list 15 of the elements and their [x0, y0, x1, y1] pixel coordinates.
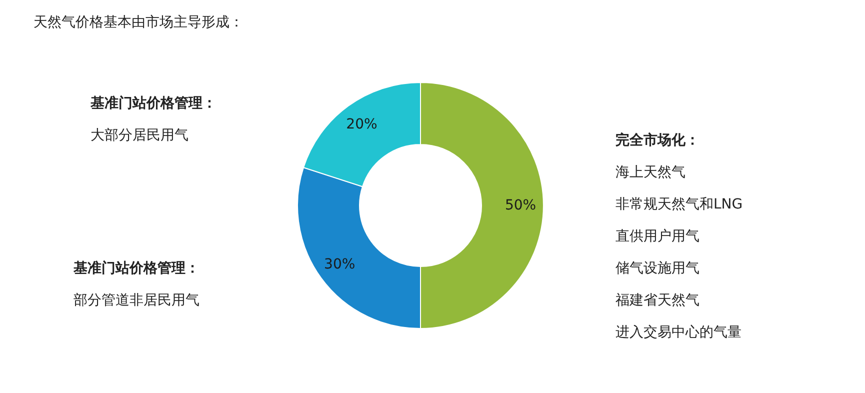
text: 福建省天然气 [616, 292, 700, 308]
text: 直供用户用气 [616, 228, 700, 244]
data-label: 20% [346, 116, 378, 133]
text: 进入交易中心的气量 [616, 324, 742, 340]
data-label: 50% [504, 198, 536, 214]
text: 基准门站价格管理： [72, 260, 200, 276]
text: 非常规天然气和LNG [616, 196, 743, 212]
text: 海上天然气 [616, 164, 686, 180]
data-label: 30% [324, 256, 356, 272]
text: 储气设施用气 [616, 260, 700, 276]
text: 完全市场化： [616, 132, 700, 148]
text: 天然气价格基本由市场主导形成： [34, 14, 244, 30]
text: 大部分居民用气 [90, 128, 188, 144]
text: 部分管道非居民用气 [74, 292, 200, 308]
text: 基准门站价格管理： [90, 94, 216, 112]
